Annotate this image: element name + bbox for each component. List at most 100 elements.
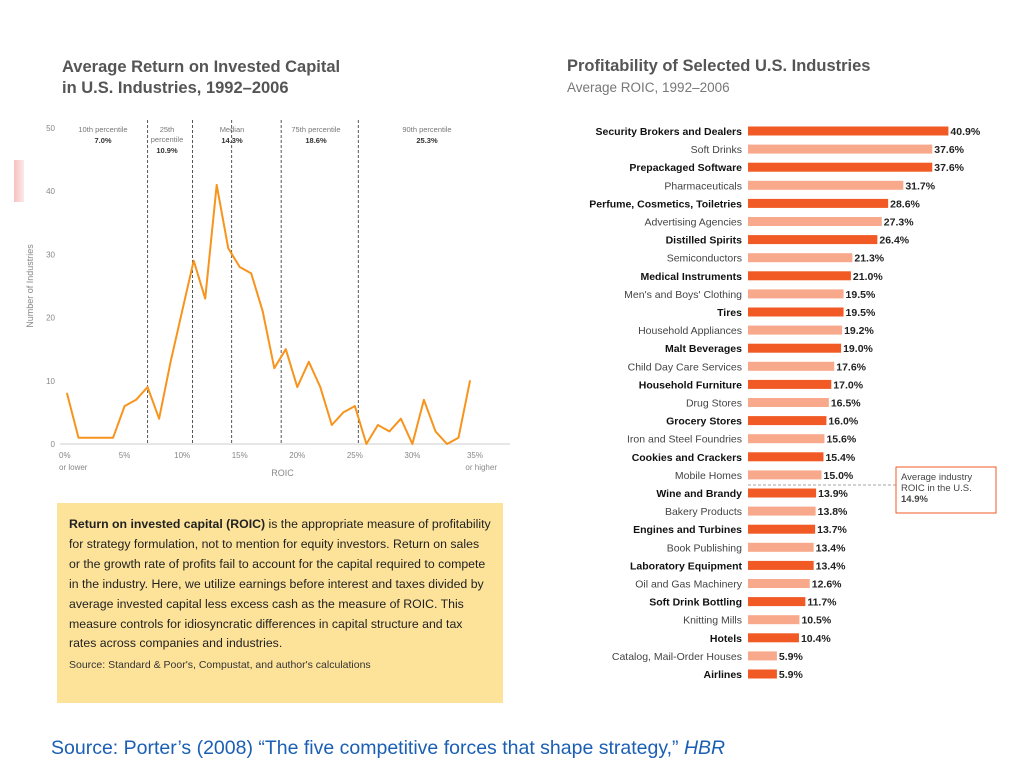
- industry-bar: [748, 217, 882, 226]
- data-point: [169, 361, 172, 363]
- data-point: [296, 386, 299, 388]
- data-point: [192, 259, 195, 262]
- data-point: [181, 310, 183, 313]
- bar-value-label: 26.4%: [879, 235, 909, 247]
- y-tick-label: 20: [46, 314, 55, 323]
- bar-category-label: Airlines: [703, 669, 742, 681]
- bar-category-label: Malt Beverages: [665, 343, 742, 355]
- bar-value-label: 15.4%: [825, 452, 855, 464]
- industry-bar: [748, 289, 844, 299]
- bar-category-label: Men's and Boys' Clothing: [624, 289, 742, 301]
- industry-bar: [748, 506, 816, 516]
- percentile-name: 10th percentile: [78, 125, 127, 134]
- data-point: [446, 443, 448, 445]
- bar-category-label: Bakery Products: [665, 506, 742, 518]
- industry-bar: [748, 235, 878, 245]
- data-point: [342, 411, 345, 414]
- data-point: [204, 297, 206, 300]
- industry-bar: [748, 379, 832, 389]
- bar-category-label: Security Brokers and Dealers: [596, 126, 743, 138]
- y-tick-label: 50: [46, 124, 55, 133]
- data-point: [77, 436, 80, 439]
- x-tick-label: 30%: [404, 451, 420, 460]
- bar-value-label: 13.4%: [816, 542, 846, 554]
- industry-bar: [748, 162, 933, 172]
- bar-category-label: Oil and Gas Machinery: [635, 579, 743, 591]
- industry-bar: [748, 434, 825, 444]
- data-point: [308, 361, 310, 363]
- bar-category-label: Semiconductors: [667, 253, 742, 265]
- bar-value-label: 13.4%: [816, 560, 846, 572]
- bar-category-label: Pharmaceuticals: [664, 180, 742, 192]
- data-point: [89, 436, 91, 439]
- industry-bar: [748, 126, 949, 136]
- bar-category-label: Catalog, Mail-Order Houses: [612, 651, 742, 663]
- bar-value-label: 17.6%: [836, 361, 866, 373]
- data-point: [215, 184, 218, 186]
- x-tick-label: 35%: [467, 451, 483, 460]
- percentile-value: 18.6%: [305, 136, 327, 145]
- bar-category-label: Medical Instruments: [640, 271, 742, 283]
- industry-bar: [748, 488, 817, 498]
- data-point: [400, 417, 402, 420]
- industry-roic-bar-chart: Security Brokers and Dealers 40.9% Soft Dr…: [589, 126, 997, 681]
- bar-value-label: 16.5%: [831, 398, 861, 410]
- data-point: [135, 398, 137, 401]
- data-point: [457, 436, 460, 439]
- x-axis-label: ROIC: [271, 468, 294, 478]
- footer-source-prefix: Source: Porter’s (2008) “The five compet…: [51, 737, 684, 759]
- bar-value-label: 5.9%: [779, 651, 804, 663]
- data-point: [354, 405, 356, 407]
- bar-category-label: Household Furniture: [639, 379, 742, 391]
- bar-value-label: 19.5%: [846, 307, 876, 319]
- industry-bar: [748, 144, 933, 154]
- bar-value-label: 11.7%: [807, 597, 837, 609]
- industry-bar: [748, 615, 800, 625]
- industry-bar: [748, 579, 810, 588]
- data-point: [100, 436, 103, 439]
- industry-bar: [748, 669, 777, 679]
- data-point: [158, 417, 160, 420]
- roic-distribution-line-chart: 0 10 20 30 40 50 0% or lower 5% 10% 15% 20% 25% 30% 35…: [25, 120, 510, 478]
- data-point: [469, 380, 471, 382]
- bar-value-label: 19.0%: [843, 343, 873, 355]
- bar-category-label: Laboratory Equipment: [630, 560, 743, 572]
- bar-category-label: Child Day Care Services: [628, 361, 742, 373]
- industry-bar: [748, 325, 843, 335]
- bar-category-label: Mobile Homes: [675, 470, 742, 482]
- left-chart-title-line1: Average Return on Invested Capital: [62, 58, 341, 76]
- data-point: [123, 405, 126, 407]
- roic-definition-box: Return on invested capital (ROIC) is the…: [57, 503, 503, 703]
- industry-bar: [748, 361, 835, 371]
- industry-bar: [748, 560, 814, 570]
- bar-value-label: 19.5%: [846, 289, 876, 301]
- bar-value-label: 37.6%: [934, 144, 964, 156]
- percentile-name: 75th percentile: [291, 125, 340, 134]
- data-point: [331, 424, 333, 426]
- data-point: [377, 424, 379, 426]
- bar-value-label: 10.5%: [801, 615, 831, 627]
- roic-distribution-series-line: [66, 183, 471, 445]
- bar-value-label: 31.7%: [905, 180, 935, 192]
- bar-category-label: Cookies and Crackers: [632, 452, 742, 464]
- bar-value-label: 10.4%: [801, 633, 831, 645]
- industry-bar: [748, 651, 777, 661]
- bar-value-label: 13.7%: [817, 524, 847, 536]
- industry-bar: [748, 416, 827, 426]
- bar-category-label: Wine and Brandy: [656, 488, 742, 500]
- bar-category-label: Grocery Stores: [666, 416, 742, 428]
- data-point: [284, 348, 287, 350]
- data-point: [227, 247, 229, 249]
- data-point: [411, 443, 414, 445]
- data-point: [250, 272, 253, 275]
- bar-category-label: Engines and Turbines: [633, 524, 742, 536]
- percentile-name: Median: [220, 125, 245, 134]
- data-point: [423, 398, 425, 401]
- data-point: [388, 430, 391, 433]
- average-roic-callout-text: 14.9%: [901, 494, 928, 505]
- industry-bar: [748, 253, 853, 263]
- average-roic-callout-box: [895, 466, 997, 514]
- industry-bar: [748, 343, 842, 353]
- industry-bar: [748, 198, 889, 208]
- footer-source-journal: HBR: [683, 737, 726, 759]
